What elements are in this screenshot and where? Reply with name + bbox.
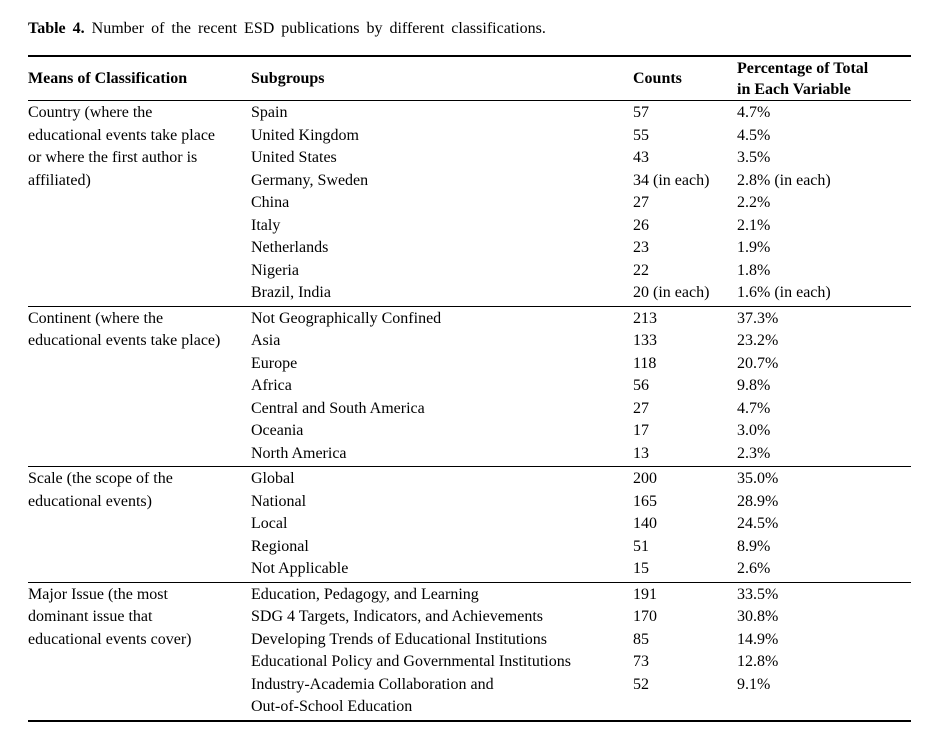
count-cell: 140 bbox=[633, 515, 657, 532]
percentage-cell: 2.2% bbox=[737, 194, 771, 211]
column-header-subgroups: Subgroups bbox=[251, 70, 325, 87]
table-caption-text: Number of the recent ESD publications by… bbox=[91, 20, 546, 37]
percentage-cell: 14.9% bbox=[737, 630, 779, 648]
count-cell: 57 bbox=[633, 104, 649, 121]
table-group: Scale (the scope of the educational even… bbox=[28, 466, 911, 582]
count-cell: 34 (in each) bbox=[633, 171, 710, 189]
percentage-cell: 9.8% bbox=[737, 377, 771, 394]
subgroup-cell: Brazil, India bbox=[251, 284, 331, 301]
subgroup-cell: Industry-Academia Collaboration and Out-… bbox=[251, 675, 494, 716]
subgroup-cell: Netherlands bbox=[251, 239, 329, 256]
percentage-cell: 30.8% bbox=[737, 608, 779, 625]
table-group: Country (where the educational events ta… bbox=[28, 101, 911, 306]
subgroup-cell: North America bbox=[251, 444, 347, 462]
subgroup-cell: China bbox=[251, 194, 290, 211]
percentage-cell: 9.1% bbox=[737, 675, 771, 693]
table-caption-label: Table 4. bbox=[28, 20, 85, 37]
subgroup-cell: Oceania bbox=[251, 422, 304, 439]
percentage-cell: 4.5% bbox=[737, 126, 771, 144]
percentage-cell: 2.3% bbox=[737, 444, 771, 462]
table-group: Continent (where the educational events … bbox=[28, 305, 911, 467]
subgroup-cell: United Kingdom bbox=[251, 126, 359, 144]
count-cell: 165 bbox=[633, 492, 657, 510]
column-header-percentage: Percentage of Total in Each Variable bbox=[737, 59, 869, 98]
subgroup-cell: Italy bbox=[251, 216, 281, 234]
percentage-cell: 33.5% bbox=[737, 585, 779, 603]
count-cell: 15 bbox=[633, 560, 649, 577]
table-body: Country (where the educational events ta… bbox=[28, 101, 911, 720]
count-cell: 22 bbox=[633, 261, 649, 279]
count-cell: 27 bbox=[633, 194, 649, 211]
percentage-cell: 20.7% bbox=[737, 354, 779, 372]
subgroup-cell: Not Geographically Confined bbox=[251, 309, 442, 327]
percentage-cell: 2.8% (in each) bbox=[737, 171, 831, 189]
data-table: Means of Classification Subgroups Counts… bbox=[28, 55, 911, 722]
count-cell: 56 bbox=[633, 377, 649, 394]
count-cell: 51 bbox=[633, 537, 649, 555]
column-header-classification: Means of Classification bbox=[28, 70, 188, 87]
percentage-cell: 12.8% bbox=[737, 653, 779, 670]
count-cell: 133 bbox=[633, 332, 657, 349]
subgroup-cell: Global bbox=[251, 470, 295, 487]
percentage-cell: 23.2% bbox=[737, 332, 779, 349]
percentage-cell: 4.7% bbox=[737, 104, 771, 121]
subgroup-cell: Asia bbox=[251, 332, 281, 349]
count-cell: 118 bbox=[633, 354, 657, 372]
subgroup-cell: Africa bbox=[251, 377, 292, 394]
percentage-cell: 28.9% bbox=[737, 492, 779, 510]
percentage-cell: 4.7% bbox=[737, 399, 771, 417]
subgroup-cell: Not Applicable bbox=[251, 560, 349, 577]
table-caption: Table 4. Number of the recent ESD public… bbox=[28, 0, 911, 55]
percentage-cell: 1.8% bbox=[737, 261, 771, 279]
count-cell: 213 bbox=[633, 309, 657, 327]
count-cell: 55 bbox=[633, 126, 649, 144]
classification-label: Scale (the scope of the educational even… bbox=[28, 470, 173, 510]
count-cell: 73 bbox=[633, 653, 649, 670]
subgroup-cell: Germany, Sweden bbox=[251, 171, 369, 189]
percentage-cell: 1.6% (in each) bbox=[737, 284, 831, 301]
percentage-cell: 2.1% bbox=[737, 216, 771, 234]
paper-content: Table 4. Number of the recent ESD public… bbox=[28, 0, 911, 722]
percentage-cell: 24.5% bbox=[737, 515, 779, 532]
classification-label: Major Issue (the most dominant issue tha… bbox=[28, 585, 192, 648]
table-group: Major Issue (the most dominant issue tha… bbox=[28, 581, 911, 720]
percentage-cell: 1.9% bbox=[737, 239, 771, 256]
subgroup-cell: Education, Pedagogy, and Learning bbox=[251, 585, 479, 603]
count-cell: 17 bbox=[633, 422, 649, 439]
subgroup-cell: SDG 4 Targets, Indicators, and Achieveme… bbox=[251, 608, 544, 625]
percentage-cell: 37.3% bbox=[737, 309, 779, 327]
classification-label: Country (where the educational events ta… bbox=[28, 104, 216, 189]
subgroup-cell: Europe bbox=[251, 354, 298, 372]
subgroup-cell: Developing Trends of Educational Institu… bbox=[251, 630, 547, 648]
subgroup-cell: Regional bbox=[251, 537, 309, 555]
count-cell: 200 bbox=[633, 470, 657, 487]
subgroup-cell: United States bbox=[251, 149, 337, 166]
count-cell: 13 bbox=[633, 444, 649, 462]
count-cell: 85 bbox=[633, 630, 649, 648]
count-cell: 43 bbox=[633, 149, 649, 166]
percentage-cell: 2.6% bbox=[737, 560, 771, 577]
count-cell: 52 bbox=[633, 675, 649, 693]
percentage-cell: 3.5% bbox=[737, 149, 771, 166]
count-cell: 191 bbox=[633, 585, 657, 603]
count-cell: 170 bbox=[633, 608, 657, 625]
count-cell: 20 (in each) bbox=[633, 284, 710, 301]
subgroup-cell: Educational Policy and Governmental Inst… bbox=[251, 653, 571, 670]
table-header-row: Means of Classification Subgroups Counts… bbox=[28, 57, 911, 101]
subgroup-cell: Nigeria bbox=[251, 261, 299, 279]
column-header-counts: Counts bbox=[633, 70, 682, 87]
subgroup-cell: Local bbox=[251, 515, 288, 532]
subgroup-cell: Spain bbox=[251, 104, 288, 121]
count-cell: 23 bbox=[633, 239, 649, 256]
percentage-cell: 3.0% bbox=[737, 422, 771, 439]
count-cell: 26 bbox=[633, 216, 649, 234]
percentage-cell: 35.0% bbox=[737, 470, 779, 487]
subgroup-cell: Central and South America bbox=[251, 399, 425, 417]
percentage-cell: 8.9% bbox=[737, 537, 771, 555]
count-cell: 27 bbox=[633, 399, 649, 417]
subgroup-cell: National bbox=[251, 492, 307, 510]
classification-label: Continent (where the educational events … bbox=[28, 309, 221, 350]
